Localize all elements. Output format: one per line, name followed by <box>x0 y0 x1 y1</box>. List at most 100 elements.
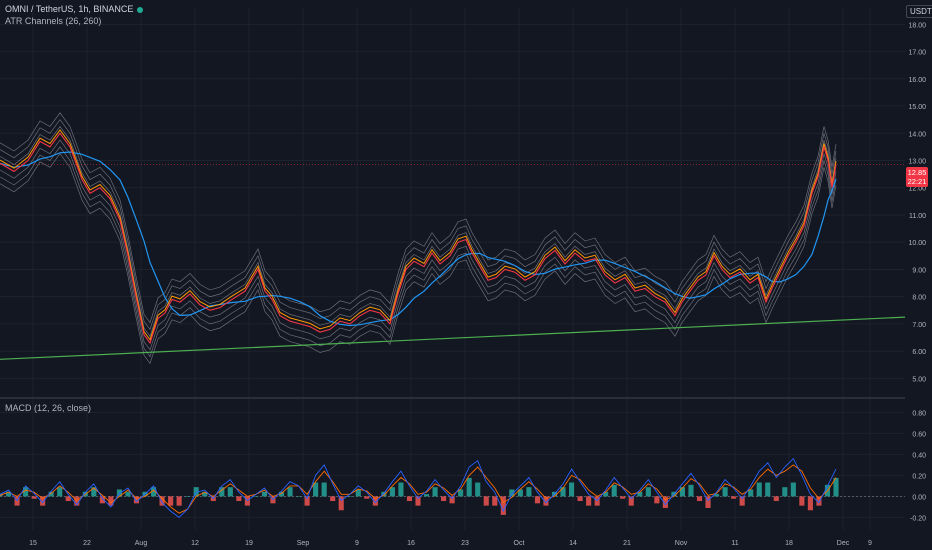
macd-hist-bar <box>261 491 268 497</box>
time-tick-label: Nov <box>675 540 688 547</box>
macd-hist-bar <box>696 496 703 502</box>
macd-hist-bar <box>620 496 626 499</box>
price-series <box>0 129 837 345</box>
macd-hist-bar <box>603 491 609 497</box>
atr-bands <box>0 112 837 365</box>
price-tick-label: 9.00 <box>912 267 926 274</box>
macd-hist-bar <box>790 482 796 497</box>
macd-hist-bar <box>765 482 771 497</box>
symbol-legend[interactable]: OMNI / TetherUS, 1h, BINANCE <box>5 4 144 14</box>
macd-hist-bar <box>739 496 745 506</box>
macd-hist-bar <box>458 489 464 497</box>
macd-hist-bar <box>185 496 191 497</box>
price-tick-label: 18.00 <box>908 22 926 29</box>
macd-hist-bar <box>577 496 583 502</box>
macd-hist-bar <box>40 496 46 506</box>
macd-tick-label: 0.20 <box>912 473 926 480</box>
macd-hist-bar <box>679 487 686 497</box>
macd-hist-bar <box>773 496 779 502</box>
macd-hist-bar <box>99 496 105 504</box>
support-trendline[interactable] <box>0 316 906 360</box>
macd-hist-bar <box>441 496 447 502</box>
macd-hist-bar <box>48 491 54 497</box>
macd-hist-bar <box>662 496 668 508</box>
time-tick-label: Oct <box>514 540 525 547</box>
time-tick-label: 9 <box>355 540 359 547</box>
time-tick-label: 11 <box>731 540 738 547</box>
macd-axis[interactable]: -0.20 0.00 0.20 0.40 0.60 0.80 <box>910 410 926 522</box>
time-tick-label: 22 <box>83 540 91 547</box>
macd-hist-bar <box>637 491 643 497</box>
macd-hist-bar <box>406 496 413 502</box>
macd-tick-label: 0.40 <box>912 452 926 459</box>
time-tick-label: Sep <box>297 540 310 547</box>
indicator-legend[interactable]: ATR Channels (26, 260) <box>5 16 102 26</box>
macd-hist-bar <box>423 494 430 497</box>
ma-line <box>0 151 837 327</box>
price-line <box>0 132 837 345</box>
time-tick-label: 14 <box>569 540 577 547</box>
atr-band-line <box>0 125 837 337</box>
atr-band-line <box>0 112 837 324</box>
macd-hist-bar <box>475 482 481 497</box>
atr-band-line <box>0 146 837 358</box>
macd-hist-bar <box>5 491 12 497</box>
atr-band-line <box>0 139 837 351</box>
macd-hist-bar <box>449 496 455 504</box>
macd-hist-bar <box>782 487 788 497</box>
time-tick-label: Aug <box>135 540 148 547</box>
macd-hist-bar <box>560 487 566 497</box>
macd-hist-bar <box>168 496 174 506</box>
price-tick-label: 17.00 <box>908 50 926 57</box>
macd-hist-bar <box>347 496 353 497</box>
macd-hist-bar <box>432 487 438 497</box>
macd-tick-label: 0.60 <box>912 431 926 438</box>
price-tick-label: 14.00 <box>908 131 926 138</box>
price-tick-label: 13.00 <box>908 159 926 166</box>
price-axis[interactable]: 5.00 6.00 7.00 8.00 9.00 10.00 11.00 12.00 13.00… <box>908 22 926 383</box>
macd-hist-bar <box>714 494 720 497</box>
macd-hist-bar <box>799 496 805 506</box>
time-tick-label: 15 <box>29 540 37 547</box>
price-tick-label: 10.00 <box>908 240 926 247</box>
macd-hist-bar <box>304 496 310 506</box>
macd-hist-bar <box>688 484 694 497</box>
macd-hist-bar <box>355 489 361 497</box>
macd-hist-bar <box>534 496 540 504</box>
macd-hist-bar <box>483 496 489 506</box>
macd-hist-bar <box>466 477 472 497</box>
macd-legend[interactable]: MACD (12, 26, close) <box>5 403 92 413</box>
macd-hist-bar <box>296 496 302 497</box>
macd-hist-bar <box>31 496 37 499</box>
macd-hist-bar <box>586 496 592 506</box>
macd-tick-label: 0.00 <box>912 494 926 501</box>
macd-hist-bar <box>364 496 370 499</box>
macd-hist-bar <box>389 487 395 497</box>
macd-hist-bar <box>543 496 549 506</box>
macd-hist-bar <box>125 491 131 497</box>
time-tick-label: 9 <box>868 540 872 547</box>
price-tick-label: 12.00 <box>908 186 926 193</box>
macd-hist-bar <box>509 489 515 497</box>
macd-hist-bar <box>57 487 63 497</box>
macd-hist-bar <box>330 496 336 502</box>
macd-hist-bar <box>398 482 404 497</box>
macd-hist-bar <box>415 496 421 506</box>
time-tick-label: 18 <box>785 540 793 547</box>
macd-hist-bar <box>611 484 617 497</box>
macd-hist-bar <box>654 496 660 504</box>
macd-tick-label: -0.20 <box>910 515 926 522</box>
price-tick-label: 5.00 <box>912 376 926 383</box>
moving-average <box>0 151 837 327</box>
time-tick-label: Dec <box>837 540 850 547</box>
macd-hist-bar <box>278 491 285 497</box>
macd-hist-bar <box>628 496 634 506</box>
atr-band-line <box>0 153 837 365</box>
macd-hist-bar <box>705 496 711 508</box>
currency-button[interactable]: USDT <box>906 5 932 18</box>
last-price-value: 12.85 <box>907 168 927 177</box>
price-tick-label: 11.00 <box>909 213 926 220</box>
time-axis[interactable]: 15 22 Aug 12 19 Sep 9 16 23 Oct 14 21 Nov 11 18 Dec 9 <box>29 540 872 547</box>
macd-hist-bar <box>91 487 97 497</box>
